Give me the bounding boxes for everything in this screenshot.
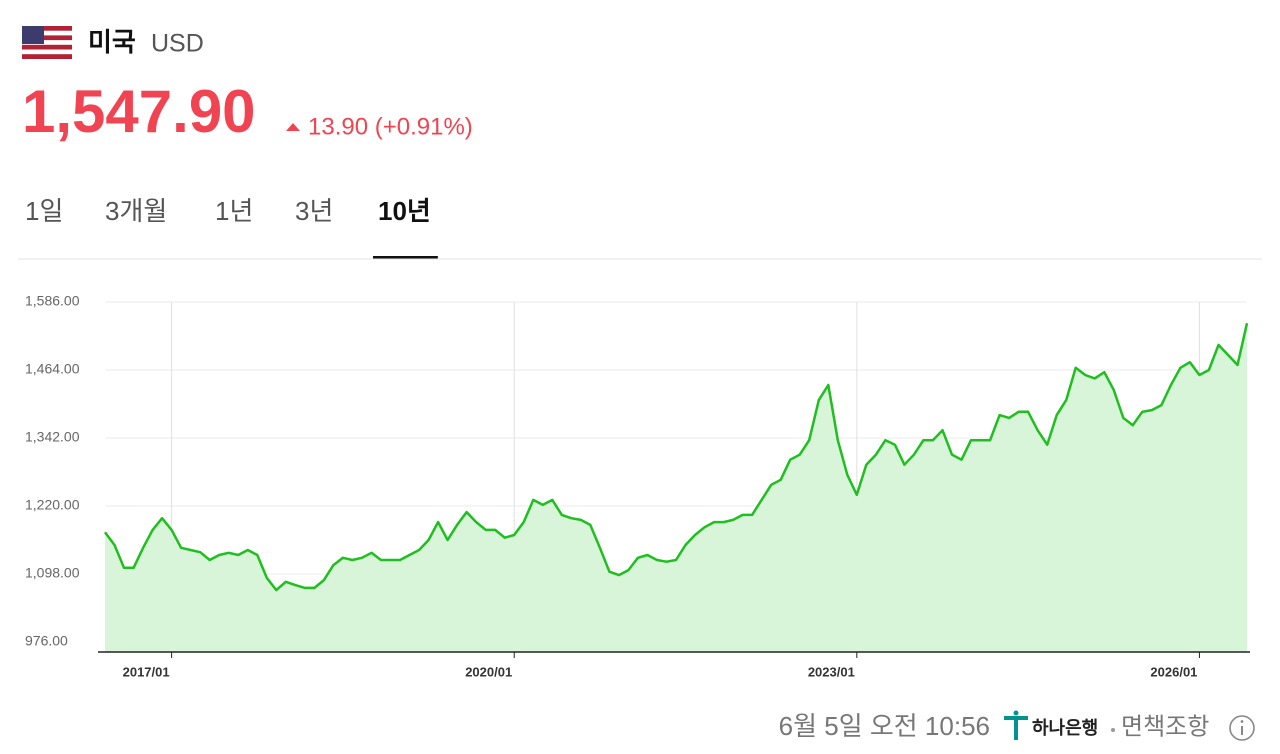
tab[interactable]: 10년 xyxy=(378,196,431,226)
x-tick-label: 2026/01 xyxy=(1150,664,1197,679)
chart: 976.00 1,098.00 1,220.00 1,342.00 1,464.00 1,… xyxy=(25,293,1250,679)
tab[interactable]: 3년 xyxy=(295,196,333,226)
tab[interactable]: 1일 xyxy=(25,196,63,226)
price: 1,547.90 xyxy=(22,78,256,145)
y-tick-label: 1,098.00 xyxy=(25,565,80,581)
tabs: 1일 3개월 1년 3년 10년 xyxy=(25,196,438,259)
x-tick-label: 2017/01 xyxy=(123,664,170,679)
info-icon[interactable] xyxy=(1229,715,1255,741)
x-tick-label: 2020/01 xyxy=(465,664,512,679)
currency: USD xyxy=(151,30,204,58)
tab-underline xyxy=(373,256,438,259)
y-tick-label: 1,342.00 xyxy=(25,429,80,445)
bank-name: 하나은행 xyxy=(1032,718,1098,738)
tab[interactable]: 1년 xyxy=(215,196,253,226)
disclaimer[interactable]: 면책조항 xyxy=(1121,713,1209,740)
country: 미국 xyxy=(88,27,136,57)
y-tick-label: 1,586.00 xyxy=(25,293,80,309)
timestamp: 6월 5일 오전 10:56 xyxy=(779,711,990,741)
separator xyxy=(1111,728,1115,732)
flag xyxy=(22,26,72,59)
x-tick-label: 2023/01 xyxy=(808,664,855,679)
tab[interactable]: 3개월 xyxy=(105,196,167,226)
line xyxy=(103,322,1249,592)
up-arrow xyxy=(286,123,300,131)
y-tick-label: 1,464.00 xyxy=(25,361,80,377)
change: 13.90 (+0.91%) xyxy=(308,113,473,140)
y-tick-label: 1,220.00 xyxy=(25,497,80,513)
y-tick-label: 976.00 xyxy=(25,633,68,649)
bank-logo xyxy=(1004,710,1028,740)
area xyxy=(105,323,1247,652)
